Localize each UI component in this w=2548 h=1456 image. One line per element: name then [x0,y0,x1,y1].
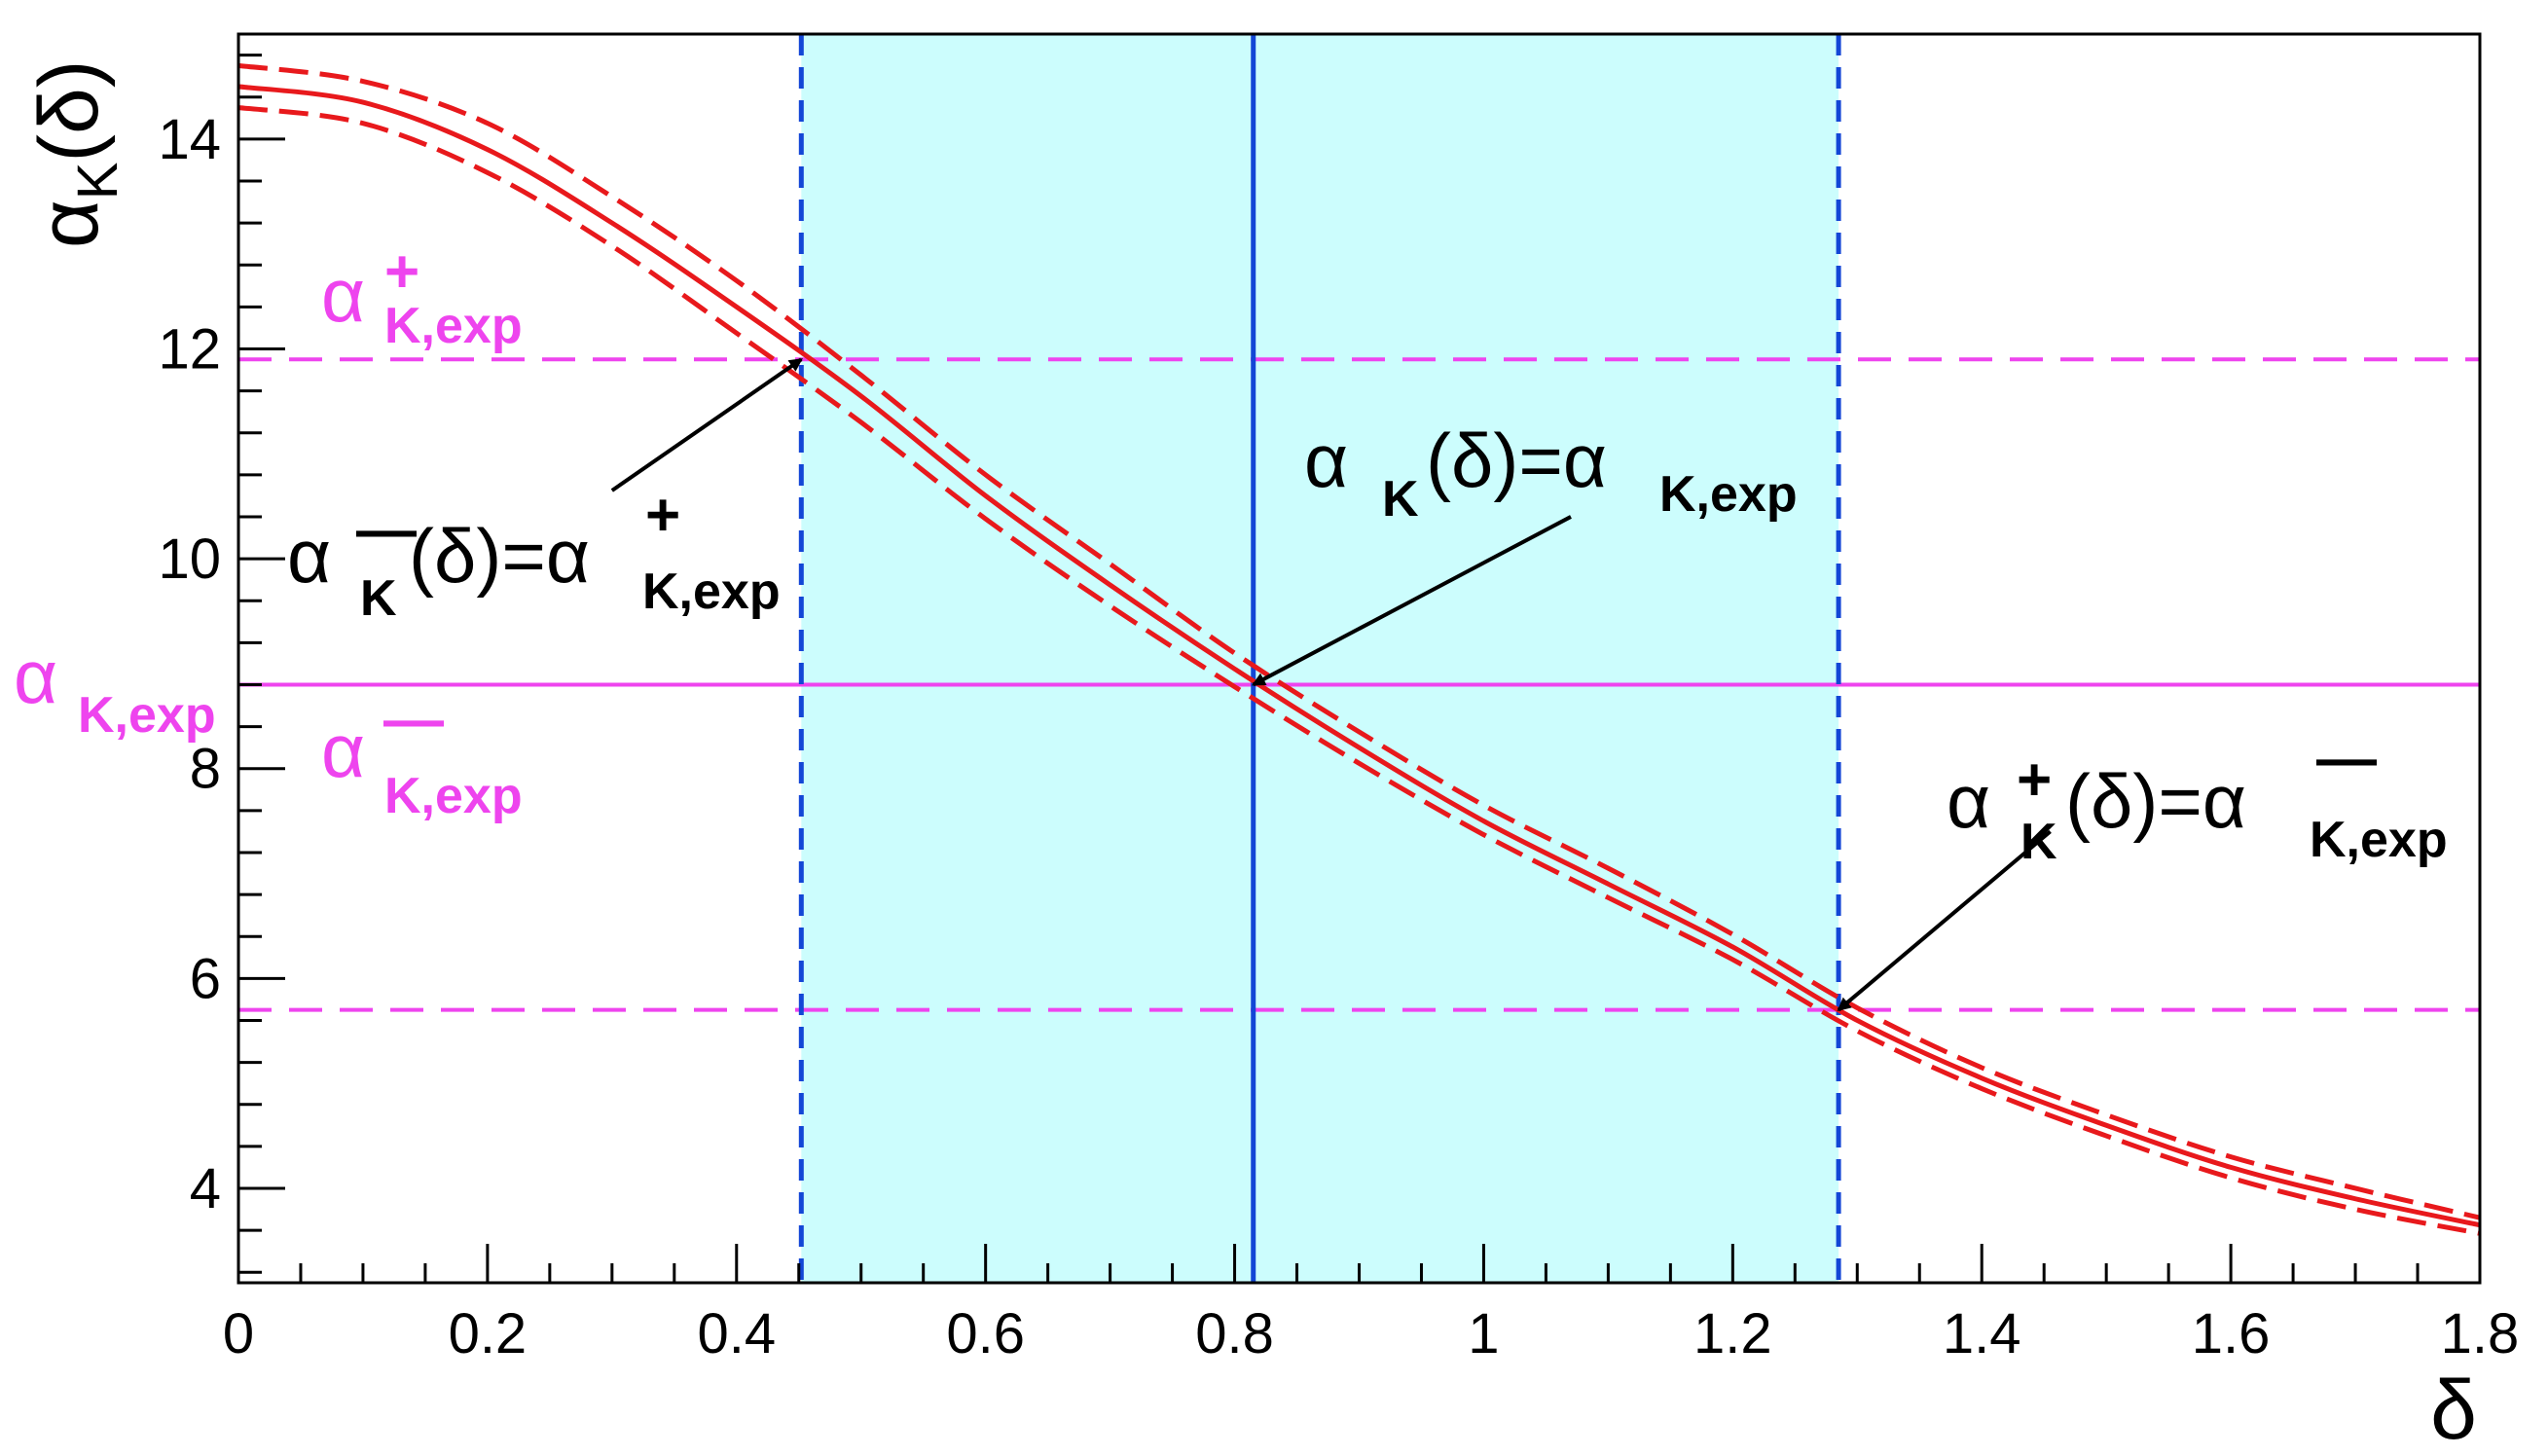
label-central-crossing: α K (δ)=α K,exp [1304,418,1798,528]
label-alpha-exp-minus: α — K,exp [321,686,523,824]
svg-text:α: α [1947,758,1990,844]
y-tick-label: 10 [158,528,221,591]
crossing-lines [798,34,1841,1283]
x-axis-title: δ [2430,1364,2477,1456]
label-lower-crossing: α — K (δ)=α + K,exp [287,482,781,627]
x-tick-label: 0.4 [697,1302,776,1365]
curve-2 [237,104,2481,1236]
svg-text:K: K [360,570,397,627]
annotation-arrows [610,357,2052,1012]
svg-text:(δ)=α: (δ)=α [409,513,590,599]
svg-text:α: α [287,513,331,599]
svg-text:K,exp: K,exp [2310,812,2448,868]
svg-text:(δ)=α: (δ)=α [2065,758,2246,844]
svg-text:K,exp: K,exp [1659,466,1798,523]
svg-text:α: α [321,708,365,793]
svg-text:—: — [383,686,444,753]
y-tick-label: 12 [158,317,221,381]
svg-text:αK(δ): αK(δ) [22,59,129,248]
arrow-1 [1251,515,1572,687]
svg-text:—: — [2316,725,2377,792]
experimental-lines [238,357,2480,1012]
svg-text:+: + [645,482,680,549]
x-tick-label: 1 [1468,1302,1499,1365]
svg-text:K: K [2020,814,2057,870]
curve-0 [237,84,2481,1228]
svg-text:+: + [2017,746,2052,814]
label-alpha-exp-plus: α + K,exp [321,238,523,354]
svg-text:α: α [321,252,365,338]
svg-text:K: K [1382,471,1419,528]
curve-1 [237,62,2481,1220]
svg-text:K,exp: K,exp [642,564,781,620]
label-upper-crossing: α + K (δ)=α — K,exp [1947,725,2448,870]
label-alpha-exp-central: α K,exp [14,634,216,744]
svg-text:K,exp: K,exp [384,768,523,824]
svg-text:K,exp: K,exp [78,687,216,744]
x-tick-label: 0 [223,1302,254,1365]
svg-text:K,exp: K,exp [384,298,523,354]
svg-text:+: + [384,238,419,306]
x-tick-label: 0.8 [1195,1302,1274,1365]
confidence-band [801,34,1839,1283]
arrow-2 [1837,829,2052,1012]
svg-text:α: α [1304,418,1348,503]
x-tick-label: 1.6 [2192,1302,2271,1365]
y-tick-label: 8 [190,738,221,801]
y-axis: 4 6 8 10 12 14 [158,54,285,1274]
svg-text:α: α [14,634,57,719]
svg-text:(δ)=α: (δ)=α [1426,418,1607,503]
svg-text:—: — [356,496,417,564]
y-tick-label: 4 [190,1157,221,1220]
x-tick-label: 1.2 [1693,1302,1772,1365]
alpha-curves [237,62,2481,1236]
x-tick-label: 1.4 [1943,1302,2021,1365]
x-axis: 0 0.2 0.4 0.6 0.8 1 1.2 1.4 1.6 1.8 [223,1244,2519,1365]
y-tick-label: 6 [190,947,221,1010]
y-tick-label: 14 [158,108,221,171]
y-axis-title: αK(δ) [22,59,129,248]
arrow-0 [610,357,803,492]
x-tick-label: 0.6 [946,1302,1025,1365]
x-tick-label: 1.8 [2441,1302,2520,1365]
x-tick-label: 0.2 [449,1302,528,1365]
